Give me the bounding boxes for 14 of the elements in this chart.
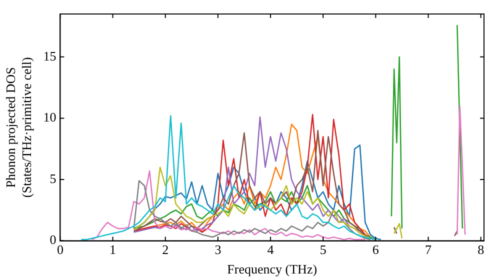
x-tick-label: 7	[425, 242, 432, 258]
x-tick-label: 1	[110, 242, 116, 258]
x-tick-label: 2	[162, 242, 169, 258]
x-tick-label: 5	[320, 242, 326, 258]
y-tick-label: 15	[43, 48, 56, 64]
y-tick-label: 5	[50, 170, 56, 186]
y-tick-label: 0	[50, 232, 56, 248]
x-axis-title: Frequency (THz)	[227, 262, 318, 277]
y-tick-label: 10	[43, 110, 56, 125]
y-axis-title: Phonon projected DOS (States/THz·primitive cell)	[3, 57, 34, 198]
x-tick-label: 6	[372, 242, 380, 258]
x-tick-label: 3	[214, 242, 222, 258]
x-tick-label: 4	[267, 242, 274, 258]
x-tick-label: 8	[478, 242, 484, 258]
